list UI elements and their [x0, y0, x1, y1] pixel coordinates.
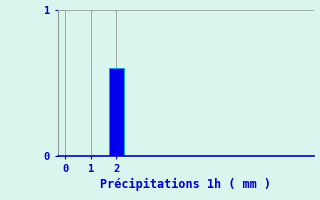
- X-axis label: Précipitations 1h ( mm ): Précipitations 1h ( mm ): [100, 178, 271, 191]
- Bar: [109, 68, 124, 156]
